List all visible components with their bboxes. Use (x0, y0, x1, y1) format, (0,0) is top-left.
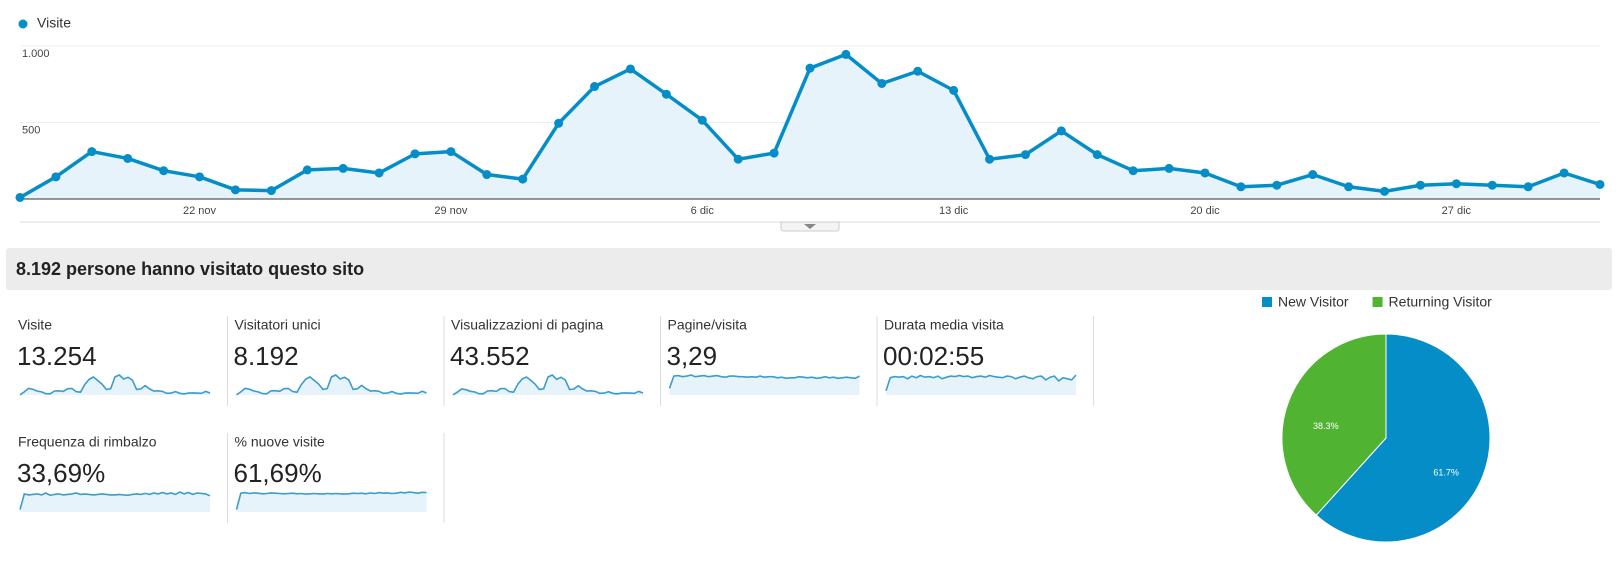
point (1451, 179, 1461, 189)
point (769, 148, 779, 158)
metric-value: 43.552 (450, 341, 530, 371)
summary-title: 8.192 persone hanno visitato questo sito (16, 259, 365, 279)
metric-value: 8.192 (234, 341, 299, 371)
area (20, 54, 1600, 199)
point (877, 78, 887, 88)
metric-value: 3,29 (667, 341, 718, 371)
sparkline-area (20, 492, 210, 512)
point (1236, 182, 1246, 192)
point (1595, 179, 1605, 189)
line-chart: Visite 500 1.000 22 nov 29 nov 6 dic 13 dic 20… (15, 15, 1605, 232)
legend-label: Returning Visitor (1389, 294, 1493, 310)
point (1487, 180, 1497, 190)
metric-label: Pagine/visita (668, 317, 748, 333)
point (195, 172, 205, 182)
sparkline-area (236, 492, 427, 512)
legend-marker (1372, 297, 1383, 307)
point (805, 63, 815, 73)
y-tick-label: 1.000 (22, 48, 50, 60)
point (15, 192, 25, 202)
point (1559, 168, 1569, 178)
point (338, 163, 348, 173)
sparkline-area (453, 375, 643, 395)
point (1164, 163, 1174, 173)
point (841, 49, 851, 59)
metric-label: Visualizzazioni di pagina (451, 317, 603, 333)
point (1415, 180, 1425, 190)
pie-slice (1315, 333, 1491, 543)
x-tick-label: 22 nov (183, 205, 217, 217)
point (1272, 180, 1282, 190)
legend-marker (1262, 297, 1272, 307)
point (949, 85, 959, 95)
point (482, 170, 492, 180)
point (1308, 170, 1318, 180)
point (51, 172, 61, 182)
sparkline (19, 491, 211, 510)
sparkline (235, 491, 427, 510)
point (625, 64, 635, 74)
sparkline (452, 374, 644, 396)
point (661, 89, 671, 99)
point (733, 154, 743, 164)
point (266, 186, 276, 196)
point (518, 174, 528, 184)
point (1200, 168, 1210, 178)
x-tick-label: 20 dic (1190, 205, 1220, 217)
sparkline (668, 374, 860, 389)
metric-value: 13.254 (17, 341, 97, 371)
point (697, 115, 707, 125)
x-tick-label: 29 nov (434, 205, 468, 217)
point (87, 147, 97, 157)
point (302, 165, 312, 175)
point (1128, 166, 1138, 176)
metric-label: Visite (18, 317, 52, 333)
point (1344, 182, 1354, 192)
point (554, 118, 564, 128)
point (590, 82, 600, 92)
metric-label: Visitatori unici (235, 317, 321, 333)
sparkline (19, 374, 211, 396)
slice-label: 38.3% (1313, 421, 1339, 431)
metric-value: 61,69% (234, 458, 322, 488)
point (374, 168, 384, 178)
x-tick-label: 27 dic (1442, 205, 1472, 217)
point (159, 166, 169, 176)
metric-value: 00:02:55 (883, 341, 984, 371)
legend-marker (18, 19, 28, 29)
point (913, 66, 923, 76)
point (446, 147, 456, 157)
sparkline (236, 374, 427, 396)
collapse-arrow (804, 224, 816, 229)
point (1056, 126, 1066, 136)
point (985, 154, 995, 164)
sparkline-area (886, 375, 1076, 395)
point (1523, 182, 1533, 192)
metric-label: Frequenza di rimbalzo (18, 434, 157, 450)
legend-label: Visite (37, 15, 71, 31)
pie-slice (1281, 333, 1387, 516)
metric-value: 33,69% (17, 458, 105, 488)
sparkline-area (236, 375, 427, 395)
point (123, 153, 133, 163)
sparkline-area (669, 375, 860, 395)
x-tick-label: 13 dic (939, 205, 969, 217)
legend-label: New Visitor (1278, 294, 1349, 310)
slice-label: 61.7% (1433, 468, 1459, 478)
point (1380, 186, 1390, 196)
x-tick-label: 6 dic (691, 205, 715, 217)
sparkline (885, 374, 1077, 391)
point (410, 149, 420, 159)
point (1020, 150, 1030, 160)
sparkline-area (20, 375, 210, 395)
metric-label: Durata media visita (884, 317, 1004, 333)
metric-label: % nuove visite (235, 434, 325, 450)
point (1092, 150, 1102, 160)
y-tick-label: 500 (22, 124, 40, 136)
point (230, 185, 240, 195)
summary-banner: 8.192 persone hanno visitato questo sito (6, 248, 1612, 290)
